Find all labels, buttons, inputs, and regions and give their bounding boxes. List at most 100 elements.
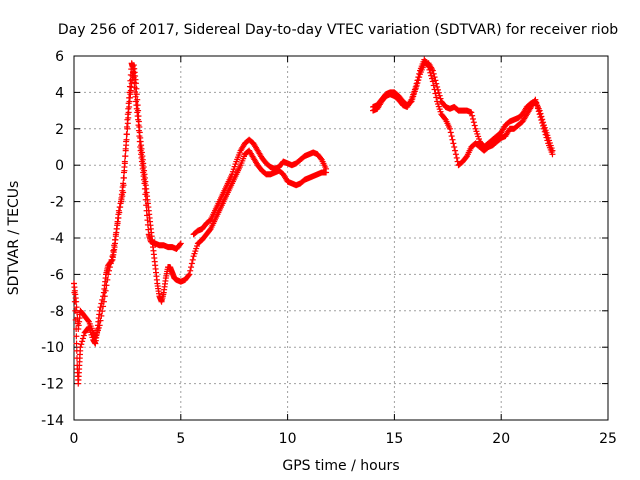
data-point: [176, 241, 183, 248]
data-point: [117, 204, 124, 211]
data-point: [471, 122, 478, 129]
y-tick-label: 6: [55, 49, 64, 65]
data-point: [71, 280, 77, 287]
data-point: [470, 119, 477, 126]
data-point: [535, 108, 542, 115]
data-point: [429, 78, 436, 85]
data-point: [537, 114, 544, 121]
data-point: [113, 225, 120, 232]
data-point: [534, 102, 541, 109]
grid-lines: [74, 56, 608, 420]
x-tick-label: 10: [279, 431, 297, 447]
data-point: [136, 123, 143, 130]
data-point: [125, 109, 132, 116]
data-point: [415, 74, 422, 81]
data-point: [533, 99, 540, 106]
data-point: [122, 147, 129, 154]
data-point: [135, 118, 142, 125]
data-point: [470, 115, 477, 122]
data-point: [449, 136, 456, 143]
data-point: [453, 154, 460, 161]
data-point: [134, 96, 141, 103]
data-point: [542, 131, 549, 138]
data-point: [135, 107, 142, 114]
data-point: [186, 271, 193, 278]
data-point: [541, 128, 548, 135]
data-point: [448, 133, 455, 140]
data-point: [468, 109, 475, 116]
x-tick-label: 15: [385, 431, 403, 447]
y-tick-label: 2: [55, 122, 64, 138]
data-point: [425, 63, 432, 70]
data-point: [73, 304, 80, 311]
data-point: [124, 120, 131, 127]
data-point: [450, 140, 457, 147]
data-point: [120, 169, 127, 176]
data-point: [123, 142, 130, 149]
data-point: [446, 125, 453, 132]
data-point: [428, 72, 435, 79]
data-point: [73, 340, 80, 347]
y-tick-label: 0: [55, 158, 64, 174]
data-point: [413, 80, 420, 87]
data-point: [416, 70, 423, 77]
data-point: [469, 112, 476, 119]
data-points: [71, 56, 556, 387]
data-point: [433, 94, 440, 101]
y-tick-label: -4: [50, 231, 64, 247]
data-point: [188, 264, 195, 271]
data-point: [108, 257, 115, 264]
x-axis-label: GPS time / hours: [282, 458, 399, 474]
data-point: [120, 180, 127, 187]
data-point: [71, 298, 78, 305]
chart-title: Day 256 of 2017, Sidereal Day-to-day VTE…: [58, 22, 618, 38]
data-point: [187, 267, 194, 274]
data-point: [97, 304, 104, 311]
data-point: [125, 114, 132, 121]
y-tick-label: -12: [41, 377, 64, 393]
data-point: [412, 83, 419, 90]
data-point: [124, 125, 131, 132]
data-point: [126, 103, 133, 110]
data-point: [135, 113, 142, 120]
data-point: [136, 129, 143, 136]
x-tick-label: 5: [176, 431, 185, 447]
data-point: [538, 117, 545, 124]
y-tick-label: -2: [50, 195, 64, 211]
data-point: [133, 85, 140, 92]
y-tick-label: 4: [55, 85, 64, 101]
y-axis-label: SDTVAR / TECUs: [6, 181, 22, 296]
x-tick-labels: 0 5 10 15 20 25: [70, 431, 617, 447]
data-point: [121, 164, 128, 171]
data-point: [539, 119, 546, 126]
data-point: [426, 66, 433, 73]
data-point: [100, 293, 107, 300]
data-point: [73, 326, 80, 332]
y-tick-label: -8: [50, 304, 64, 320]
data-point: [435, 89, 442, 96]
data-point: [532, 96, 539, 103]
data-point: [78, 341, 85, 348]
data-point: [98, 300, 105, 307]
data-point: [543, 134, 550, 141]
data-point: [122, 153, 129, 160]
data-point: [549, 151, 556, 158]
data-point: [452, 151, 459, 158]
data-point: [71, 289, 78, 296]
data-point: [80, 332, 87, 339]
data-point: [114, 220, 121, 227]
data-point: [73, 333, 80, 340]
data-point: [177, 240, 184, 247]
data-point: [430, 82, 437, 89]
data-point: [115, 214, 122, 221]
data-point: [188, 260, 195, 267]
y-tick-labels: -14 -12 -10 -8 -6 -4 -2 0 2 4 6: [41, 49, 64, 429]
data-point: [120, 174, 127, 181]
data-point: [414, 77, 421, 84]
data-point: [540, 125, 547, 132]
data-point: [85, 317, 92, 324]
data-point: [133, 91, 140, 98]
data-point: [544, 137, 551, 144]
data-point: [536, 111, 543, 118]
